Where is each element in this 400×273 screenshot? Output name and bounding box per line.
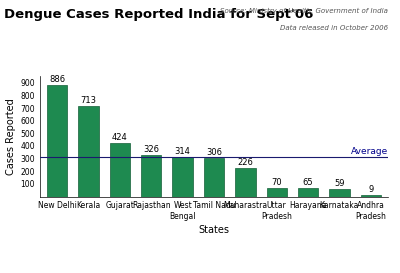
- Text: 70: 70: [271, 178, 282, 187]
- Text: 306: 306: [206, 148, 222, 157]
- Bar: [266, 188, 287, 197]
- Bar: [172, 157, 193, 197]
- Bar: [110, 143, 130, 197]
- Bar: [360, 195, 381, 197]
- Text: 9: 9: [368, 185, 373, 194]
- Y-axis label: Cases Reported: Cases Reported: [6, 98, 16, 175]
- Text: 326: 326: [143, 145, 159, 154]
- Bar: [78, 106, 99, 197]
- Text: 226: 226: [238, 158, 253, 167]
- Text: 886: 886: [49, 75, 65, 84]
- Text: 713: 713: [80, 96, 96, 105]
- Text: 59: 59: [334, 179, 345, 188]
- X-axis label: States: States: [198, 225, 230, 235]
- Bar: [235, 168, 256, 197]
- Text: Average: Average: [351, 147, 388, 156]
- Text: Data released in October 2006: Data released in October 2006: [280, 25, 388, 31]
- Text: Source: Ministry of Health, Government of India: Source: Ministry of Health, Government o…: [220, 8, 388, 14]
- Bar: [298, 188, 318, 197]
- Text: Dengue Cases Reported India for Sept'06: Dengue Cases Reported India for Sept'06: [4, 8, 313, 21]
- Text: 424: 424: [112, 133, 128, 142]
- Text: 65: 65: [303, 178, 313, 187]
- Bar: [47, 85, 68, 197]
- Bar: [204, 158, 224, 197]
- Text: 314: 314: [175, 147, 190, 156]
- Bar: [329, 189, 350, 197]
- Bar: [141, 155, 162, 197]
